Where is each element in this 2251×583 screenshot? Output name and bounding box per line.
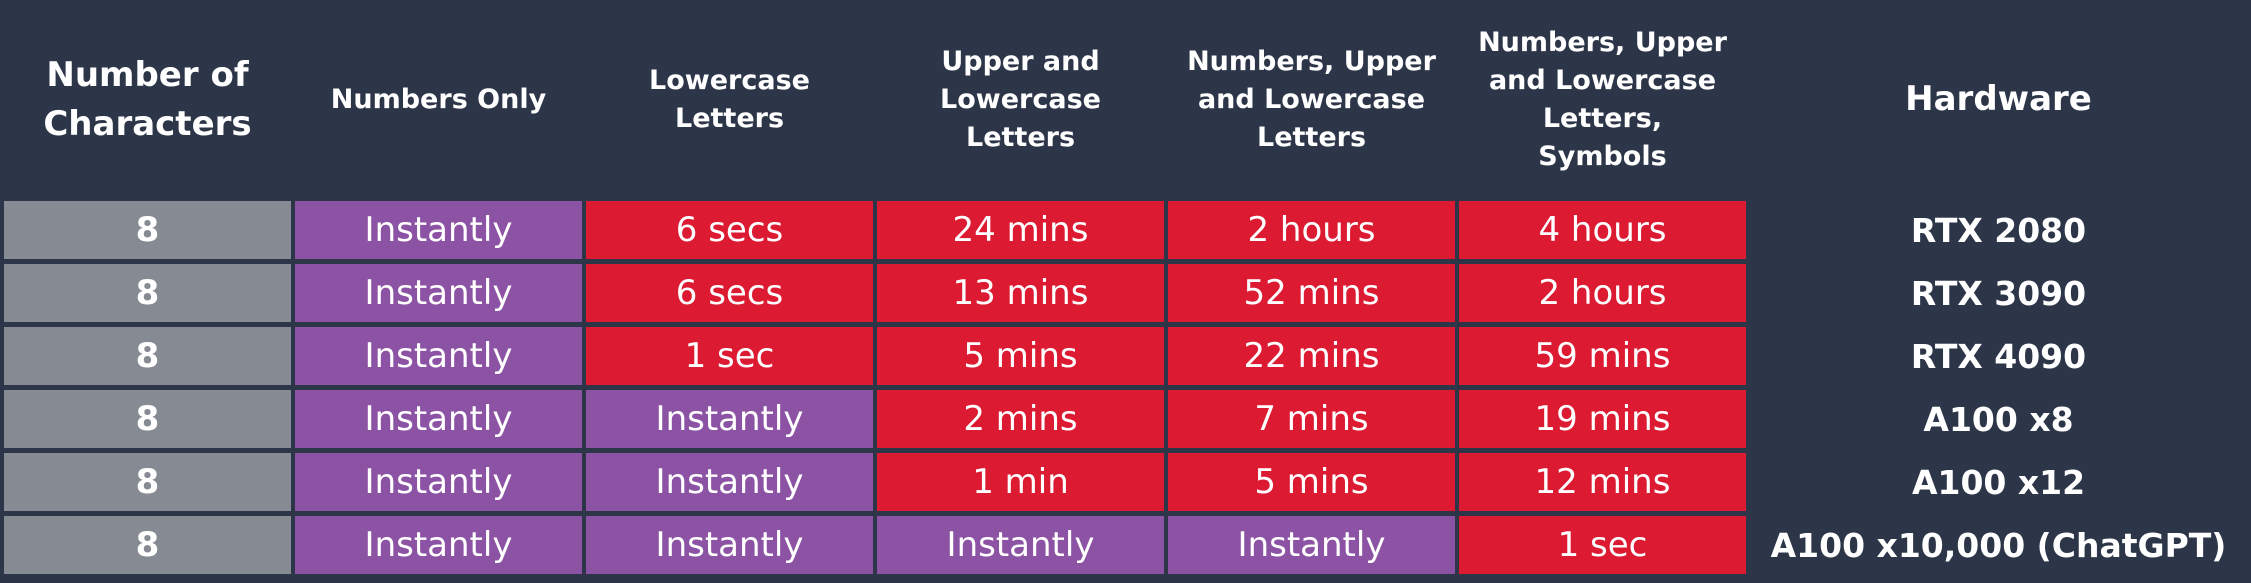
hardware-cell: RTX 2080 <box>1746 201 2251 259</box>
time-cell: Instantly <box>1168 516 1455 574</box>
time-cell-text: Instantly <box>364 525 513 565</box>
hardware-cell-text: RTX 2080 <box>1910 210 2087 250</box>
time-cell: 1 sec <box>586 327 873 385</box>
time-cell-text: Instantly <box>364 210 513 250</box>
time-cell-text: Instantly <box>655 399 804 439</box>
hardware-cell-text: A100 x12 <box>1911 462 2086 502</box>
time-cell-text: 12 mins <box>1534 462 1671 502</box>
time-cell: Instantly <box>586 453 873 511</box>
header-cell-text: Hardware <box>1905 79 2092 120</box>
time-cell-text: 2 hours <box>1538 273 1667 313</box>
header-cell: Upper and Lowercase Letters <box>877 0 1164 200</box>
time-cell-text: 1 sec <box>1557 525 1648 565</box>
time-cell-text: Instantly <box>1237 525 1386 565</box>
time-cell-text: 5 mins <box>1254 462 1369 502</box>
time-cell-text: Instantly <box>364 336 513 376</box>
time-cell-text: Instantly <box>364 399 513 439</box>
characters-cell-text: 8 <box>135 462 160 502</box>
characters-cell: 8 <box>4 516 291 574</box>
time-cell: Instantly <box>295 327 582 385</box>
hardware-cell-text: RTX 3090 <box>1910 273 2087 313</box>
header-cell: Lowercase Letters <box>586 0 873 200</box>
header-cell: Number of Characters <box>4 0 291 200</box>
time-cell: 22 mins <box>1168 327 1455 385</box>
time-cell-text: 13 mins <box>952 273 1089 313</box>
hardware-cell-text: RTX 4090 <box>1910 336 2087 376</box>
header-cell-text: Numbers Only <box>330 84 547 116</box>
characters-cell-text: 8 <box>135 273 160 313</box>
time-cell: Instantly <box>295 516 582 574</box>
time-cell-text: 6 secs <box>675 210 784 250</box>
time-cell-text: 4 hours <box>1538 210 1667 250</box>
header-cell: Numbers, Upper and Lowercase Letters <box>1168 0 1455 200</box>
time-cell-text: Instantly <box>364 462 513 502</box>
hardware-cell: RTX 3090 <box>1746 264 2251 322</box>
time-cell-text: Instantly <box>655 462 804 502</box>
hardware-cell: RTX 4090 <box>1746 327 2251 385</box>
time-cell: 2 mins <box>877 390 1164 448</box>
hardware-cell-text: A100 x10,000 (ChatGPT) <box>1770 525 2227 565</box>
header-cell: Numbers, Upper and Lowercase Letters, Sy… <box>1459 0 1746 200</box>
time-cell: Instantly <box>295 453 582 511</box>
header-cell: Numbers Only <box>295 0 582 200</box>
time-cell: 59 mins <box>1459 327 1746 385</box>
header-cell-text: Number of Characters <box>43 54 252 144</box>
time-cell: Instantly <box>295 201 582 259</box>
time-cell-text: 24 mins <box>952 210 1089 250</box>
time-cell: 7 mins <box>1168 390 1455 448</box>
time-cell-text: 6 secs <box>675 273 784 313</box>
characters-cell-text: 8 <box>135 399 160 439</box>
time-cell-text: 1 sec <box>684 336 775 376</box>
header-cell-text: Numbers, Upper and Lowercase Letters <box>1187 46 1436 153</box>
time-cell-text: 52 mins <box>1243 273 1380 313</box>
hardware-cell-text: A100 x8 <box>1923 399 2074 439</box>
time-cell: 1 min <box>877 453 1164 511</box>
time-cell-text: 2 mins <box>963 399 1078 439</box>
time-cell-text: 19 mins <box>1534 399 1671 439</box>
characters-cell: 8 <box>4 264 291 322</box>
header-cell: Hardware <box>1746 0 2251 200</box>
time-cell-text: 59 mins <box>1534 336 1671 376</box>
time-cell-text: Instantly <box>364 273 513 313</box>
time-cell: 1 sec <box>1459 516 1746 574</box>
time-cell: 5 mins <box>1168 453 1455 511</box>
characters-cell: 8 <box>4 327 291 385</box>
hardware-cell: A100 x12 <box>1746 453 2251 511</box>
characters-cell-text: 8 <box>135 336 160 376</box>
characters-cell-text: 8 <box>135 210 160 250</box>
time-cell: 2 hours <box>1168 201 1455 259</box>
time-cell: 2 hours <box>1459 264 1746 322</box>
time-cell: 5 mins <box>877 327 1164 385</box>
time-cell: 6 secs <box>586 201 873 259</box>
time-cell: 52 mins <box>1168 264 1455 322</box>
time-cell-text: 22 mins <box>1243 336 1380 376</box>
time-cell-text: 1 min <box>972 462 1069 502</box>
characters-cell: 8 <box>4 390 291 448</box>
time-cell-text: 2 hours <box>1247 210 1376 250</box>
characters-cell: 8 <box>4 453 291 511</box>
characters-cell-text: 8 <box>135 525 160 565</box>
time-cell: 13 mins <box>877 264 1164 322</box>
time-cell-text: Instantly <box>946 525 1095 565</box>
time-cell: 4 hours <box>1459 201 1746 259</box>
header-cell-text: Upper and Lowercase Letters <box>940 46 1101 153</box>
time-cell: 24 mins <box>877 201 1164 259</box>
time-cell: Instantly <box>586 390 873 448</box>
characters-cell: 8 <box>4 201 291 259</box>
header-cell-text: Numbers, Upper and Lowercase Letters, Sy… <box>1478 27 1727 172</box>
time-cell-text: Instantly <box>655 525 804 565</box>
time-cell: 12 mins <box>1459 453 1746 511</box>
hardware-cell: A100 x8 <box>1746 390 2251 448</box>
time-cell: 6 secs <box>586 264 873 322</box>
time-cell: Instantly <box>586 516 873 574</box>
hardware-cell: A100 x10,000 (ChatGPT) <box>1746 516 2251 574</box>
header-cell-text: Lowercase Letters <box>649 65 810 134</box>
time-cell-text: 5 mins <box>963 336 1078 376</box>
time-cell: 19 mins <box>1459 390 1746 448</box>
time-cell: Instantly <box>295 390 582 448</box>
time-cell-text: 7 mins <box>1254 399 1369 439</box>
time-cell: Instantly <box>877 516 1164 574</box>
time-cell: Instantly <box>295 264 582 322</box>
